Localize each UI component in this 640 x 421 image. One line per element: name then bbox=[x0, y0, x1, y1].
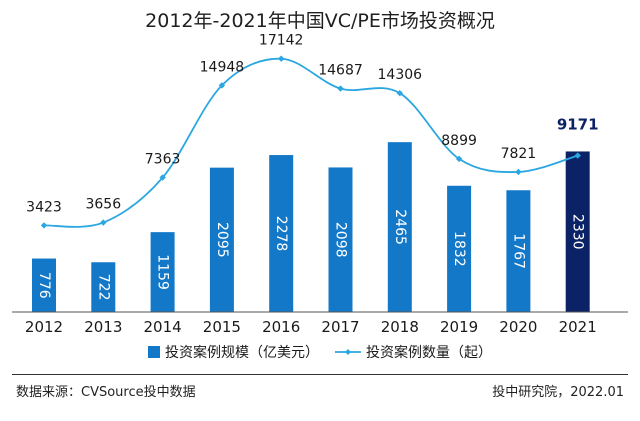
bar-2019 bbox=[447, 185, 472, 312]
line-point-2018 bbox=[396, 89, 403, 97]
series-line-count bbox=[43, 57, 578, 228]
x-tick-label-2014: 2014 bbox=[144, 318, 182, 336]
bar-value-label-2016: 2278 bbox=[273, 216, 289, 252]
bar-2012 bbox=[32, 258, 56, 312]
bar-2013 bbox=[91, 262, 116, 312]
footer-divider bbox=[12, 374, 628, 375]
bar-value-label-2020: 1767 bbox=[510, 233, 526, 269]
x-tick-label-2021: 2021 bbox=[559, 318, 597, 336]
legend-label-line: 投资案例数量（起） bbox=[366, 344, 492, 361]
bar-2018 bbox=[387, 142, 412, 312]
legend-label-bar: 投资案例规模（亿美元） bbox=[165, 344, 319, 361]
x-tick-label-2016: 2016 bbox=[262, 318, 300, 336]
bar-value-label-2018: 2465 bbox=[392, 209, 408, 245]
line-value-label-2015: 14948 bbox=[200, 59, 245, 75]
line-point-2021 bbox=[574, 152, 581, 159]
line-point-2013 bbox=[100, 219, 107, 226]
line-value-label-2014: 7363 bbox=[145, 152, 181, 168]
x-tick-label-2012: 2012 bbox=[25, 318, 63, 336]
x-tick-label-2019: 2019 bbox=[440, 318, 478, 336]
line-point-2016 bbox=[278, 55, 285, 62]
credit-line: 投中研究院，2022.01 bbox=[492, 385, 624, 400]
line-point-2015 bbox=[218, 82, 226, 89]
x-tick-label-2013: 2013 bbox=[84, 318, 122, 336]
legend-marker-line bbox=[345, 349, 351, 355]
bar-2014 bbox=[150, 232, 175, 312]
line-value-label-2016: 17142 bbox=[259, 33, 304, 49]
bar-value-label-2014: 1159 bbox=[155, 254, 171, 290]
line-value-label-2019: 8899 bbox=[441, 133, 477, 149]
x-tick-label-2018: 2018 bbox=[381, 318, 419, 336]
line-point-2017 bbox=[337, 85, 344, 92]
line-value-label-2018: 14306 bbox=[378, 67, 423, 83]
bar-value-label-2021: 2330 bbox=[570, 214, 586, 250]
line-value-label-2020: 7821 bbox=[501, 146, 537, 162]
line-value-label-2012: 3423 bbox=[26, 199, 62, 215]
x-tick-label-2017: 2017 bbox=[321, 318, 359, 336]
bar-2020 bbox=[506, 190, 531, 312]
data-source: 数据来源：CVSource投中数据 bbox=[16, 385, 196, 400]
bar-2017 bbox=[328, 167, 353, 312]
line-value-label-2021: 9171 bbox=[557, 116, 599, 134]
line-point-2020 bbox=[515, 168, 522, 176]
line-point-2012 bbox=[40, 222, 48, 229]
bar-value-label-2012: 776 bbox=[36, 272, 52, 299]
line-value-label-2017: 14687 bbox=[318, 63, 363, 79]
chart-title: 2012年-2021年中国VC/PE市场投资概况 bbox=[145, 10, 495, 32]
bar-2016 bbox=[269, 155, 294, 312]
bar-value-label-2017: 2098 bbox=[333, 222, 349, 258]
bar-value-label-2019: 1832 bbox=[451, 231, 467, 267]
bar-2021 bbox=[565, 151, 590, 312]
legend-swatch-bar bbox=[148, 346, 160, 358]
bar-2015 bbox=[209, 167, 234, 312]
bar-value-label-2015: 2095 bbox=[214, 222, 230, 258]
x-tick-label-2020: 2020 bbox=[499, 318, 537, 336]
line-value-label-2013: 3656 bbox=[85, 197, 121, 213]
bar-value-label-2013: 722 bbox=[95, 274, 111, 301]
line-point-2019 bbox=[455, 155, 463, 163]
x-tick-label-2015: 2015 bbox=[203, 318, 241, 336]
line-point-2014 bbox=[159, 174, 166, 181]
